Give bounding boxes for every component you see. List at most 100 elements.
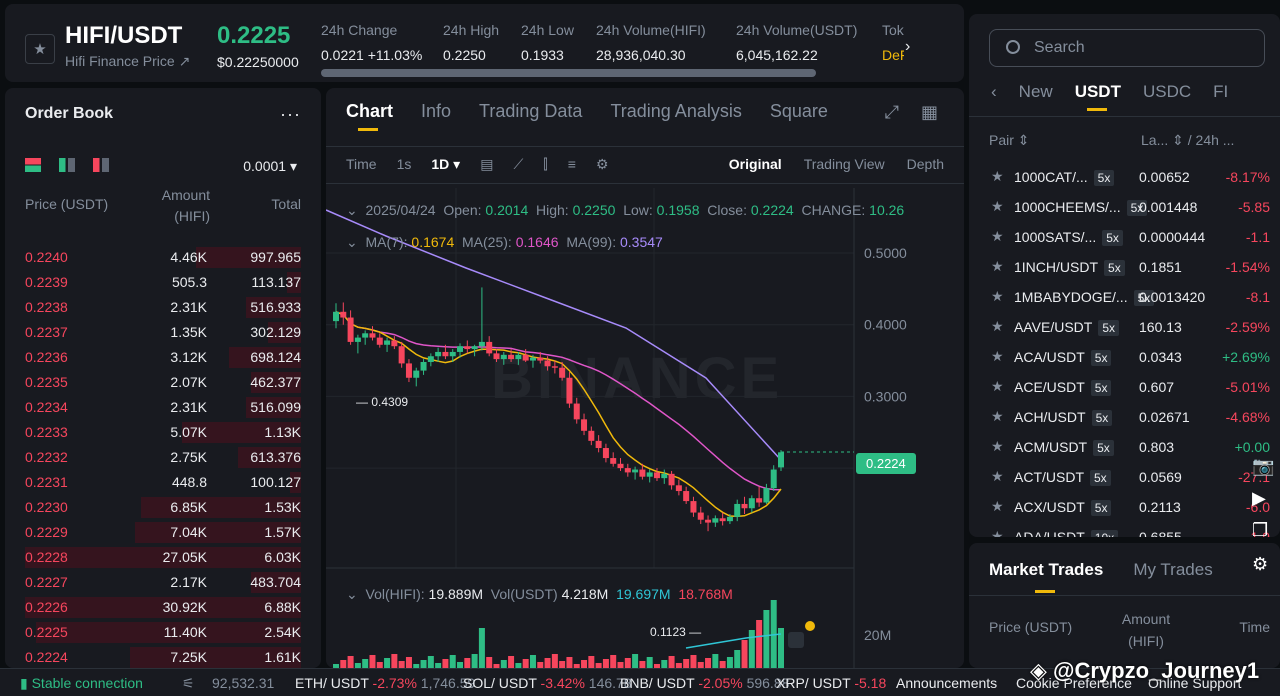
ticker-eth[interactable]: ETH/ USDT -2.73% 1,746.59 (295, 675, 475, 691)
market-row[interactable]: ★ ACM/USDT 5x 0.803 +0.00 (969, 432, 1280, 462)
tab-new[interactable]: New (1018, 82, 1053, 101)
tab-usdt[interactable]: USDT (1074, 82, 1121, 111)
market-row[interactable]: ★ ACH/USDT 5x 0.02671 -4.68% (969, 402, 1280, 432)
candle-body[interactable] (515, 354, 522, 360)
candle-body[interactable] (602, 448, 609, 459)
candle-body[interactable] (347, 317, 354, 342)
candle-body[interactable] (712, 518, 719, 523)
order-book-row[interactable]: 0.2229 7.04K 1.57K (5, 520, 321, 545)
candle-body[interactable] (683, 491, 690, 502)
candle-body[interactable] (500, 354, 507, 360)
book-mode-asks-icon[interactable] (93, 158, 109, 172)
candle-body[interactable] (770, 469, 777, 489)
candle-body[interactable] (486, 341, 493, 354)
order-book-row[interactable]: 0.2233 5.07K 1.13K (5, 420, 321, 445)
collapse-chevron-icon[interactable]: ⌄ (346, 586, 358, 602)
news-icon[interactable] (788, 632, 804, 648)
event-dot[interactable] (805, 621, 815, 631)
order-book-row[interactable]: 0.2239 505.3 113.137 (5, 270, 321, 295)
candle-body[interactable] (391, 340, 398, 347)
candle-body[interactable] (617, 463, 624, 469)
candle-body[interactable] (442, 351, 449, 357)
tab-market-trades[interactable]: Market Trades (989, 560, 1104, 593)
pair-sort-header[interactable]: Pair ⇕ (989, 132, 1030, 148)
price-change-sort-header[interactable]: La... ⇕ / 24h ... (1141, 132, 1235, 148)
candle-body[interactable] (705, 519, 712, 523)
candle-body[interactable] (741, 503, 748, 509)
order-book-row[interactable]: 0.2235 2.07K 462.377 (5, 370, 321, 395)
candle-body[interactable] (639, 469, 646, 477)
market-row[interactable]: ★ 1MBABYDOGE/... 5x 0.0013420 -8.1 (969, 282, 1280, 312)
tab-fi[interactable]: FI (1213, 82, 1229, 101)
online-support-link[interactable]: Online Support (1148, 675, 1242, 691)
market-row[interactable]: ★ AAVE/USDT 5x 160.13 -2.59% (969, 312, 1280, 342)
tab-usdc[interactable]: USDC (1142, 82, 1192, 101)
candle-body[interactable] (763, 488, 770, 503)
order-book-row[interactable]: 0.2238 2.31K 516.933 (5, 295, 321, 320)
candle-body[interactable] (756, 498, 763, 503)
candle-body[interactable] (413, 370, 420, 378)
candle-body[interactable] (559, 367, 566, 378)
collapse-chevron-icon[interactable]: ⌄ (346, 234, 358, 250)
layout-grid-icon[interactable]: ▦ (920, 102, 938, 122)
market-row[interactable]: ★ ACT/USDT 5x 0.0569 -27.1 (969, 462, 1280, 492)
candle-body[interactable] (354, 337, 361, 342)
candle-body[interactable] (653, 472, 660, 479)
depth-settings-icon[interactable]: ≡ (567, 156, 576, 172)
candle-body[interactable] (362, 333, 369, 338)
favorite-star-icon[interactable]: ★ (991, 498, 1004, 514)
market-row[interactable]: ★ ACX/USDT 5x 0.2113 -6.0 (969, 492, 1280, 522)
order-book-row[interactable]: 0.2231 448.8 100.127 (5, 470, 321, 495)
favorite-star-icon[interactable]: ★ (991, 318, 1004, 334)
order-book-row[interactable]: 0.2240 4.46K 997.965 (5, 245, 321, 270)
order-book-row[interactable]: 0.2228 27.05K 6.03K (5, 545, 321, 570)
candle-body[interactable] (632, 469, 639, 473)
candle-body[interactable] (624, 468, 631, 473)
candle-body[interactable] (595, 440, 602, 449)
candle-body[interactable] (726, 516, 733, 522)
tab-my-trades[interactable]: My Trades (1133, 560, 1213, 579)
market-row[interactable]: ★ 1000CAT/... 5x 0.00652 -8.17% (969, 162, 1280, 192)
favorite-star-icon[interactable]: ★ (991, 228, 1004, 244)
favorite-star-icon[interactable]: ★ (991, 408, 1004, 424)
candle-body[interactable] (464, 346, 471, 350)
candle-body[interactable] (471, 346, 478, 350)
order-book-row[interactable]: 0.2236 3.12K 698.124 (5, 345, 321, 370)
video-icon[interactable]: ▶ (1252, 488, 1266, 508)
interval-1s[interactable]: 1s (396, 156, 412, 172)
expand-icon[interactable]: ⤢ (884, 102, 899, 122)
favorite-star-icon[interactable]: ★ (991, 348, 1004, 364)
book-mode-both-icon[interactable] (25, 158, 41, 172)
candle-body[interactable] (537, 357, 544, 361)
favorite-star-icon[interactable]: ★ (991, 168, 1004, 184)
candle-body[interactable] (551, 366, 558, 368)
order-book-row[interactable]: 0.2237 1.35K 302.129 (5, 320, 321, 345)
collapse-chevron-icon[interactable]: ⌄ (346, 202, 358, 218)
settings-gear-icon[interactable]: ⚙ (1252, 554, 1269, 574)
candle-body[interactable] (493, 353, 500, 360)
candle-body[interactable] (420, 361, 427, 371)
tab-square[interactable]: Square (769, 101, 828, 121)
book-mode-bids-icon[interactable] (59, 158, 75, 172)
candle-body[interactable] (369, 333, 376, 338)
pair-subtitle-link[interactable]: Hifi Finance Price ↗ (65, 53, 191, 69)
tabs-left-chevron-icon[interactable]: ‹ (991, 82, 997, 101)
view-depth[interactable]: Depth (906, 156, 944, 172)
candle-body[interactable] (581, 419, 588, 431)
more-options-icon[interactable]: ··· (280, 104, 301, 124)
candle-body[interactable] (610, 458, 617, 464)
favorite-star-icon[interactable]: ★ (991, 378, 1004, 394)
candle-body[interactable] (384, 340, 391, 345)
candle-body[interactable] (522, 354, 529, 361)
favorite-star-icon[interactable]: ★ (991, 438, 1004, 454)
market-row[interactable]: ★ 1000SATS/... 5x 0.0000444 -1.1 (969, 222, 1280, 252)
candle-body[interactable] (734, 503, 741, 517)
tab-trading-analysis[interactable]: Trading Analysis (610, 101, 742, 121)
candle-body[interactable] (573, 403, 580, 420)
window-icon[interactable]: ❐ (1252, 520, 1269, 540)
candle-body[interactable] (661, 473, 668, 479)
candle-body[interactable] (566, 377, 573, 404)
candle-body[interactable] (588, 430, 595, 441)
order-book-row[interactable]: 0.2224 7.25K 1.61K (5, 645, 321, 668)
